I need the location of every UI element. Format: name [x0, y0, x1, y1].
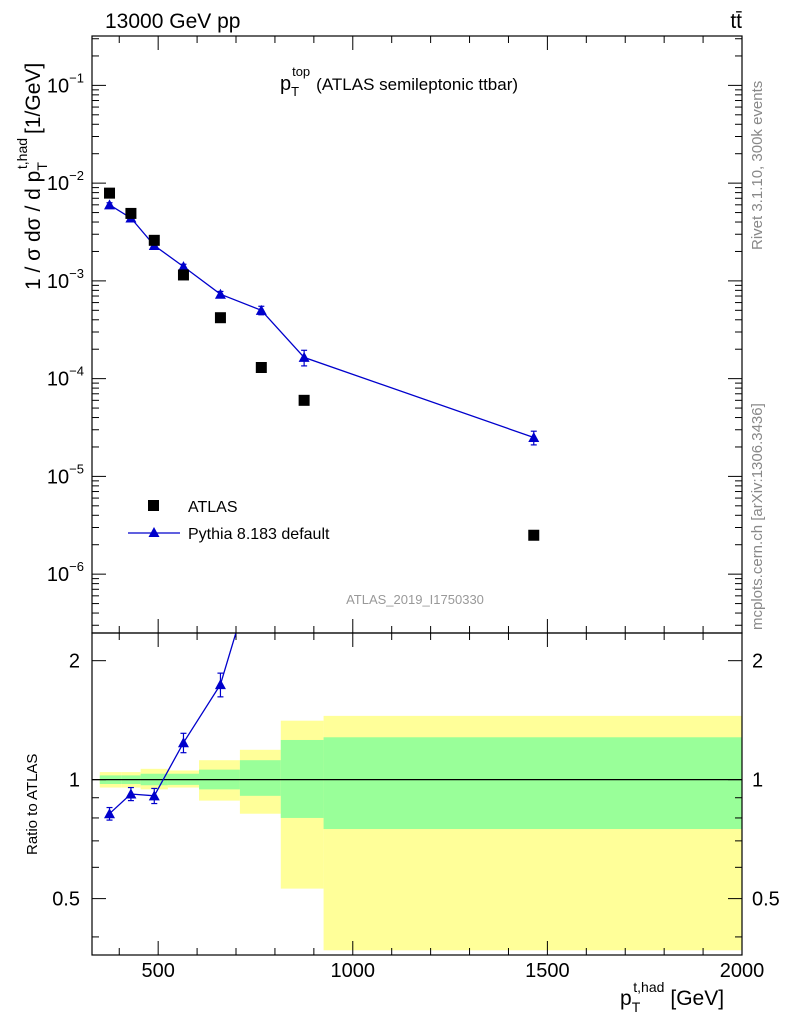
ylabel-sub: T — [34, 162, 50, 171]
ratio-pythia-point — [125, 788, 137, 799]
y-tick-base: 10 — [47, 369, 69, 391]
x-axis-label: pTt,had [GeV] — [620, 979, 724, 1015]
analysis-watermark: ATLAS_2019_I1750330 — [346, 592, 484, 607]
legend-pythia-marker — [148, 527, 160, 537]
main-y-axis-label: 1 / σ dσ / d pTt,had [1/GeV] — [14, 63, 50, 290]
ratio-series — [104, 543, 267, 821]
energy-label: 13000 GeV pp — [105, 10, 240, 33]
x-tick-label: 1000 — [331, 960, 376, 982]
legend: ATLAS Pythia 8.183 default — [128, 499, 330, 543]
y-tick-label: 10−3 — [47, 266, 84, 293]
ylabel-sup: t,had — [14, 138, 30, 169]
atlas-point — [528, 529, 540, 541]
main-axis-ticks: 10−610−510−410−310−210−1 — [47, 36, 743, 633]
x-tick-label: 2000 — [720, 960, 765, 982]
y-tick-exp: −1 — [69, 70, 84, 85]
ratio-pythia-point — [104, 808, 116, 819]
ratio-y-tick-label-right: 1 — [752, 770, 763, 792]
main-title: pTtop (ATLAS semileptonic ttbar) — [280, 64, 518, 99]
ratio-y-tick-label-left: 1 — [69, 770, 80, 792]
pythia-point — [298, 351, 310, 362]
pythia-point — [177, 261, 189, 272]
x-tick-label: 1500 — [525, 960, 570, 982]
y-tick-base: 10 — [47, 271, 69, 293]
y-tick-exp: −3 — [69, 266, 84, 281]
main-panel: pTtop(ATLAS semileptonic ttbar) 1 / σ dσ… — [14, 35, 743, 634]
ratio-y-tick-label-right: 0.5 — [752, 889, 780, 911]
xlabel-sub: T — [632, 999, 641, 1015]
y-tick-label: 10−4 — [47, 364, 84, 391]
ratio-pythia-point — [148, 790, 160, 801]
ratio-band-green — [239, 760, 281, 796]
pythia-line — [109, 204, 535, 439]
y-tick-label: 10−1 — [47, 70, 84, 97]
atlas-point — [214, 312, 226, 324]
title-base: p — [280, 73, 291, 95]
ratio-pythia-point — [177, 737, 189, 748]
y-tick-base: 10 — [47, 466, 69, 488]
atlas-point — [125, 207, 137, 219]
ratio-frame — [91, 632, 743, 956]
process-label: tt̄ — [730, 10, 742, 33]
y-tick-exp: −6 — [69, 559, 84, 574]
y-tick-base: 10 — [47, 564, 69, 586]
ratio-pythia — [104, 543, 267, 821]
ratio-axis-ticks: 0.5 0.5 1 1 2 2 500 1000 1500 2000 — [52, 633, 780, 982]
title-sub: T — [291, 84, 299, 99]
y-tick-exp: −5 — [69, 461, 84, 476]
legend-atlas-marker — [148, 500, 159, 511]
main-series — [104, 187, 540, 541]
atlas-point — [148, 234, 160, 246]
ratio-band-green — [280, 739, 324, 818]
legend-pythia-label: Pythia 8.183 default — [188, 526, 330, 543]
y-tick-exp: −2 — [69, 168, 84, 183]
ylabel-post: [1/GeV] — [22, 63, 45, 134]
main-frame — [91, 35, 743, 634]
y-tick-base: 10 — [47, 75, 69, 97]
ratio-panel: Ratio to ATLAS 0.5 0.5 1 1 2 2 500 1000 1500 2000… — [24, 543, 780, 1015]
ratio-pythia-point — [214, 679, 226, 690]
ratio-y-tick-label-left: 0.5 — [52, 889, 80, 911]
atlas-point — [177, 269, 189, 281]
y-tick-base: 10 — [47, 173, 69, 195]
title-sup: top — [292, 64, 310, 79]
ratio-y-tick-label-right: 2 — [752, 651, 763, 673]
y-tick-label: 10−5 — [47, 461, 84, 488]
atlas-point — [298, 394, 310, 406]
ratio-y-axis-label: Ratio to ATLAS — [24, 754, 41, 855]
xlabel-sup: t,had — [633, 979, 664, 995]
atlas-point — [255, 362, 267, 374]
ratio-band-green — [323, 737, 742, 830]
pythia-point — [528, 431, 540, 442]
ylabel-pre: 1 / σ dσ / d p — [22, 171, 45, 290]
y-tick-label: 10−2 — [47, 168, 84, 195]
pythia-point — [255, 304, 267, 315]
ratio-uncertainty-bands — [99, 715, 742, 951]
atlas-point — [104, 187, 116, 199]
ratio-pythia-point — [256, 543, 267, 553]
xlabel-post: [GeV] — [670, 987, 724, 1010]
x-tick-label: 500 — [141, 960, 174, 982]
rivet-version-label: Rivet 3.1.10, 300k events — [749, 81, 766, 250]
ratio-y-tick-label-left: 2 — [69, 651, 80, 673]
xlabel-base: p — [620, 987, 632, 1010]
pythia-point — [214, 288, 226, 299]
y-tick-exp: −4 — [69, 364, 84, 379]
y-tick-label: 10−6 — [47, 559, 84, 586]
mcplots-url-label: mcplots.cern.ch [arXiv:1306.3436] — [749, 403, 766, 630]
legend-atlas-label: ATLAS — [188, 499, 238, 516]
pythia-point — [104, 199, 116, 210]
title-rest: (ATLAS semileptonic ttbar) — [316, 75, 518, 94]
